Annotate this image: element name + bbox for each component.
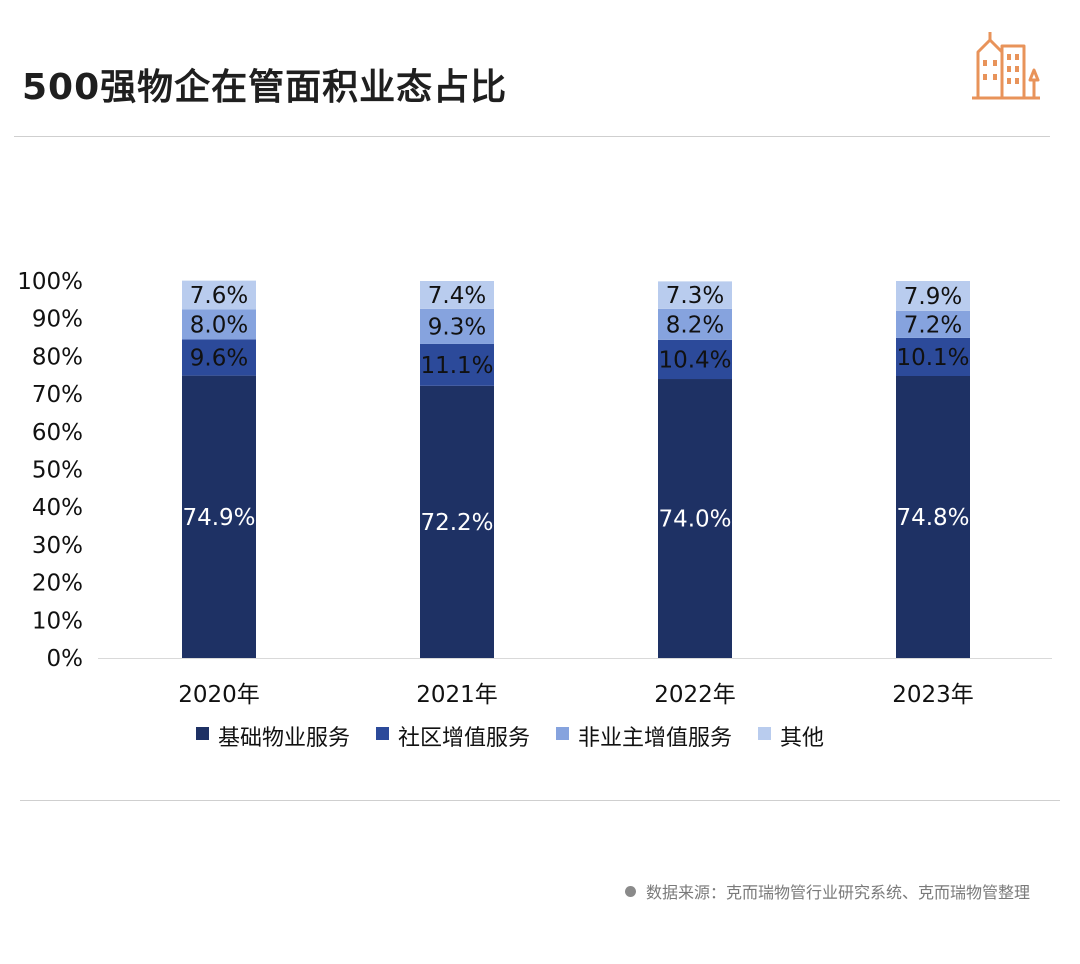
data-label: 8.2%	[666, 312, 724, 338]
legend-swatch	[196, 727, 209, 740]
dot-icon	[624, 885, 636, 897]
legend-swatch	[556, 727, 569, 740]
x-tick-label: 2020年	[178, 682, 260, 708]
bar-segment	[896, 310, 970, 338]
bar-segment	[896, 376, 970, 658]
y-tick-label: 90%	[32, 307, 83, 333]
y-tick-label: 100%	[17, 269, 83, 295]
bar-segment	[658, 379, 732, 658]
y-tick-label: 30%	[32, 533, 83, 559]
y-tick-label: 80%	[32, 344, 83, 370]
page-title: 500强物企在管面积业态占比	[22, 67, 508, 108]
data-label: 7.2%	[904, 312, 962, 338]
bar-segment	[658, 308, 732, 340]
x-tick-label: 2023年	[892, 682, 974, 708]
bar-segment	[420, 343, 494, 386]
data-label: 74.8%	[896, 505, 969, 531]
data-label: 74.0%	[658, 507, 731, 533]
bar-segment	[896, 281, 970, 311]
stacked-bar-chart: 0% 10% 20% 30% 40% 50% 60% 70% 80% 90% 100% 74.9% 9.…	[17, 269, 1052, 751]
y-tick-label: 70%	[32, 382, 83, 408]
y-tick-label: 10%	[32, 608, 83, 634]
data-label: 11.1%	[420, 353, 493, 379]
source-text: 数据来源：克而瑞物管行业研究系统、克而瑞物管整理	[645, 883, 1030, 902]
y-tick-label: 50%	[32, 458, 83, 484]
legend-label: 非业主增值服务	[578, 726, 732, 751]
footer-divider	[20, 800, 1060, 801]
y-tick-label: 0%	[47, 646, 84, 672]
bar-segment	[896, 337, 970, 377]
bar-segment	[420, 281, 494, 309]
data-label: 8.0%	[190, 312, 248, 338]
x-tick-label: 2021年	[416, 682, 498, 708]
legend-label: 社区增值服务	[398, 726, 530, 751]
bar-segment	[182, 280, 256, 310]
y-tick-label: 20%	[32, 571, 83, 597]
legend-label: 其他	[780, 726, 824, 751]
data-label: 9.3%	[428, 314, 486, 340]
data-label: 72.2%	[420, 510, 493, 536]
bar-segment	[182, 339, 256, 376]
data-label: 10.4%	[658, 347, 731, 373]
legend-label: 基础物业服务	[218, 726, 350, 751]
data-label: 7.4%	[428, 283, 486, 309]
bar-segment	[658, 281, 732, 309]
header-divider	[14, 136, 1050, 137]
data-label: 10.1%	[896, 345, 969, 371]
x-tick-label: 2022年	[654, 682, 736, 708]
bar-segment	[420, 385, 494, 658]
data-label: 7.9%	[904, 284, 962, 310]
y-tick-label: 60%	[32, 420, 83, 446]
bar-segment	[182, 309, 256, 340]
bar-segment	[420, 308, 494, 344]
legend-swatch	[758, 727, 771, 740]
y-tick-label: 40%	[32, 495, 83, 521]
buildings-icon	[972, 32, 1040, 100]
data-label: 7.3%	[666, 283, 724, 309]
bar-segment	[658, 339, 732, 380]
data-label: 7.6%	[190, 283, 248, 309]
source-note: 数据来源：克而瑞物管行业研究系统、克而瑞物管整理	[624, 879, 1030, 903]
data-label: 74.9%	[182, 505, 255, 531]
legend-swatch	[376, 727, 389, 740]
data-label: 9.6%	[190, 346, 248, 372]
bar-segment	[182, 375, 256, 658]
